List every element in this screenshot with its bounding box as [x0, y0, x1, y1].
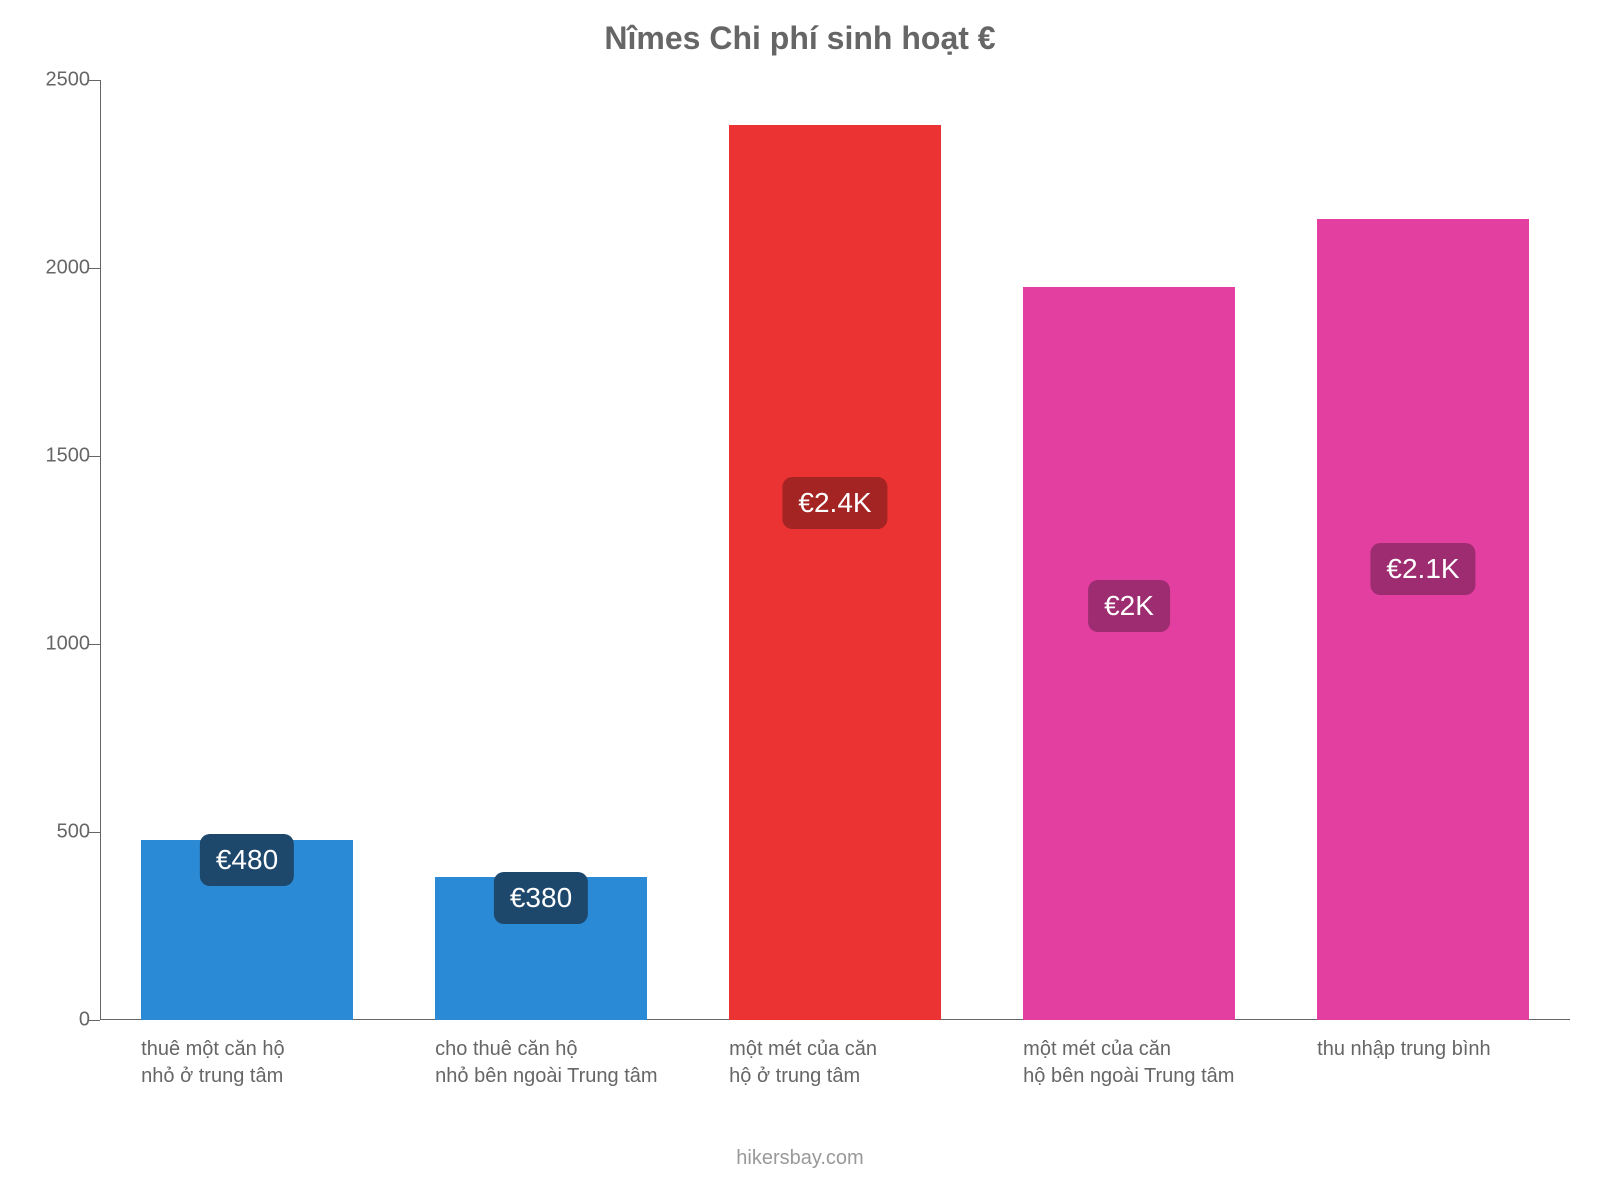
bar-value-badge: €2.1K: [1370, 543, 1475, 595]
bar-value-badge: €2.4K: [782, 477, 887, 529]
bar: [729, 125, 941, 1020]
bar-value-badge: €380: [494, 872, 588, 924]
x-tick-label: một mét của căn hộ bên ngoài Trung tâm: [1023, 1036, 1302, 1090]
bar: [1317, 219, 1529, 1020]
cost-of-living-chart: Nîmes Chi phí sinh hoạt € 05001000150020…: [0, 0, 1600, 1200]
bar: [1023, 287, 1235, 1020]
y-tick-label: 2000: [20, 257, 90, 280]
y-tick-label: 500: [20, 821, 90, 844]
x-tick-label: thuê một căn hộ nhỏ ở trung tâm: [141, 1036, 420, 1090]
x-tick-label: thu nhập trung bình: [1317, 1036, 1596, 1063]
x-tick-label: một mét của căn hộ ở trung tâm: [729, 1036, 1008, 1090]
y-tick-label: 1000: [20, 633, 90, 656]
y-axis-line: [100, 80, 101, 1020]
bar-value-badge: €2K: [1088, 580, 1170, 632]
chart-title: Nîmes Chi phí sinh hoạt €: [0, 20, 1600, 57]
x-tick-label: cho thuê căn hộ nhỏ bên ngoài Trung tâm: [435, 1036, 714, 1090]
chart-footer: hikersbay.com: [0, 1147, 1600, 1170]
y-tick-label: 2500: [20, 69, 90, 92]
plot-area: 05001000150020002500€480thuê một căn hộ …: [100, 80, 1570, 1020]
y-tick-label: 0: [20, 1009, 90, 1032]
bar-value-badge: €480: [200, 834, 294, 886]
y-tick-label: 1500: [20, 445, 90, 468]
